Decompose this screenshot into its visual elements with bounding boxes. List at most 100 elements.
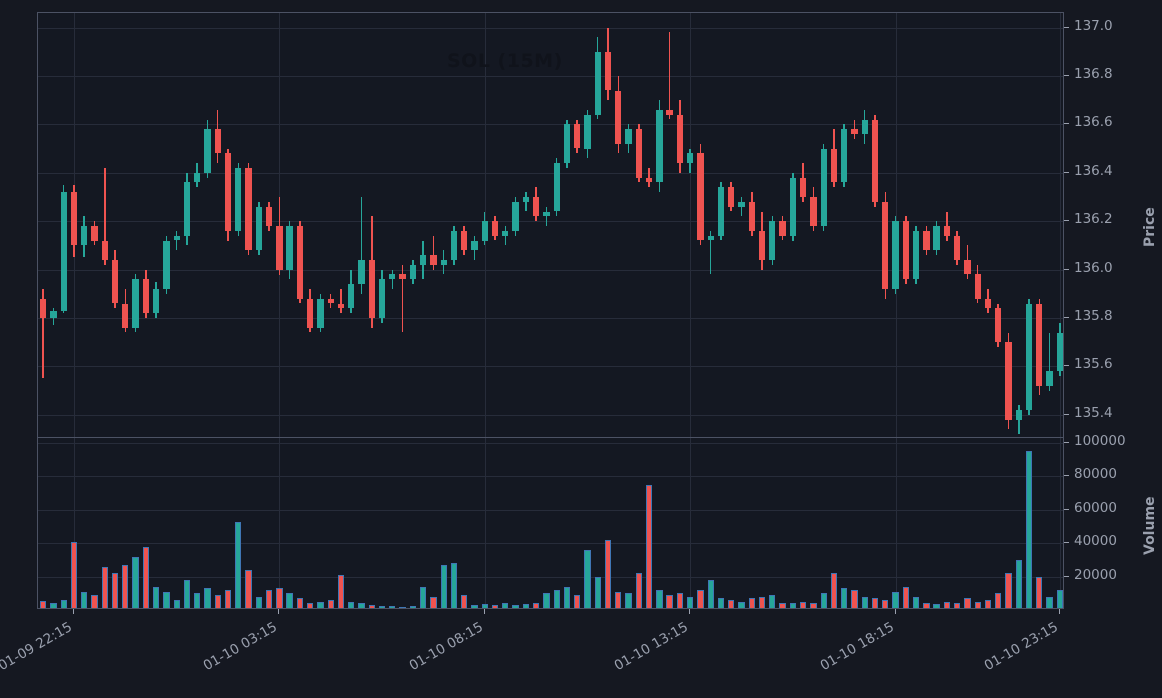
volume-bar [337, 574, 345, 608]
volume-bar [430, 596, 437, 608]
candle-wick [401, 264, 404, 333]
volume-bar [522, 604, 529, 608]
candle-wick [668, 32, 671, 120]
candle-body [810, 197, 817, 226]
volume-bar [820, 593, 827, 608]
volume-bar [132, 556, 139, 608]
volume-bar [656, 590, 663, 608]
candle-body [163, 240, 170, 289]
price-axis-title: Price [1142, 207, 1158, 247]
volume-tick-label: 40000 [1074, 533, 1117, 550]
candle-body [707, 235, 714, 241]
volume-bar [645, 484, 653, 608]
price-tick-label: 136.0 [1074, 259, 1113, 276]
candle-body [923, 230, 930, 251]
candle-body [81, 226, 88, 246]
volume-tick-label: 80000 [1074, 466, 1117, 483]
volume-bar [841, 588, 848, 608]
volume-bar [830, 573, 838, 608]
volume-bar [995, 593, 1002, 608]
x-tick-label: 01-10 23:15 [981, 619, 1061, 675]
volume-bar [625, 593, 632, 608]
volume-bar [954, 603, 961, 608]
candle-body [584, 114, 591, 149]
candle-body [461, 230, 468, 251]
candle-body [748, 201, 755, 231]
candle-body [450, 230, 458, 260]
volume-bar [348, 601, 355, 608]
volume-bar [871, 598, 879, 608]
candle-body [389, 274, 396, 280]
candle-body [728, 187, 735, 207]
volume-axis-title: Volume [1142, 496, 1158, 555]
volume-bar [327, 600, 334, 608]
volume-vgridline [484, 438, 486, 608]
volume-tick-mark [1064, 508, 1069, 510]
candle-body [235, 167, 242, 231]
price-tick-mark [1064, 317, 1069, 318]
volume-tick-mark [1064, 575, 1069, 577]
volume-bar [635, 573, 642, 608]
price-gridline [38, 75, 1063, 77]
candle-body [122, 303, 129, 328]
volume-bar [235, 521, 242, 608]
volume-bar [307, 603, 314, 608]
candle-body [183, 182, 191, 236]
candle-body [1015, 410, 1022, 420]
volume-bar [707, 579, 714, 608]
price-tick-label: 136.4 [1074, 162, 1113, 179]
volume-bar [471, 605, 478, 608]
volume-bar [142, 546, 150, 608]
volume-gridline [38, 476, 1063, 478]
volume-bar [882, 600, 889, 608]
candle-body [296, 226, 304, 299]
candle-body [245, 167, 252, 251]
candle-body [317, 298, 324, 328]
volume-bar [296, 598, 304, 608]
candle-body [974, 274, 981, 299]
x-tick-label: 01-10 18:15 [817, 619, 897, 675]
candle-body [1025, 303, 1033, 410]
candle-body [358, 259, 365, 285]
volume-bar [70, 541, 78, 608]
volume-bar [194, 593, 201, 608]
candle-body [101, 240, 108, 260]
volume-bar [50, 602, 57, 608]
candle-body [738, 201, 745, 207]
x-tick-mark [1058, 609, 1060, 614]
volume-bar [152, 586, 160, 608]
volume-vgridline [690, 438, 692, 608]
candle-body [820, 148, 827, 226]
x-tick-mark [689, 609, 691, 614]
volume-tick-mark [1064, 475, 1069, 477]
volume-bar [204, 588, 211, 608]
volume-bar [810, 602, 817, 608]
volume-bar [1005, 573, 1012, 608]
volume-tick-mark [1064, 542, 1069, 544]
volume-bar [861, 596, 868, 608]
volume-bar [748, 598, 755, 608]
volume-bar [512, 605, 519, 608]
candle-body [307, 298, 314, 328]
candle-body [615, 90, 622, 144]
volume-bar [769, 595, 776, 608]
candle-body [954, 235, 961, 260]
candle-body [111, 259, 119, 304]
price-tick-label: 135.4 [1074, 404, 1113, 421]
volume-bar [378, 605, 386, 608]
volume-bar [574, 595, 581, 608]
x-tick-mark [72, 609, 74, 614]
candle-body [60, 192, 67, 311]
candle-body [882, 201, 889, 289]
chart-title: SOL (15M) [447, 50, 563, 72]
x-tick-label: 01-10 13:15 [611, 619, 692, 675]
candle-body [142, 279, 150, 314]
volume-bar [532, 603, 540, 608]
candle-body [645, 177, 653, 183]
volume-bar [984, 600, 992, 608]
volume-bar [101, 566, 108, 608]
candle-body [194, 172, 201, 183]
volume-tick-label: 60000 [1074, 499, 1117, 516]
volume-bar [594, 576, 601, 608]
candle-body [152, 288, 160, 314]
